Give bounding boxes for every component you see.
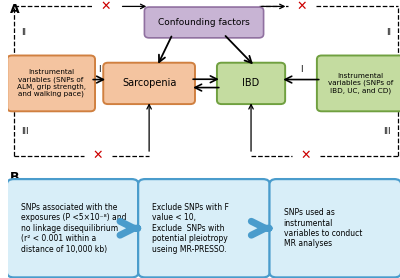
Text: I: I (300, 65, 302, 74)
Text: Sarcopenia: Sarcopenia (122, 78, 176, 88)
Text: A: A (10, 3, 20, 16)
Text: SNPs associated with the
exposures (P <5×10⁻⁸) and
no linkage disequilibrium
(r²: SNPs associated with the exposures (P <5… (21, 203, 126, 254)
FancyBboxPatch shape (7, 56, 95, 111)
Text: III: III (21, 127, 28, 136)
Text: ✕: ✕ (101, 0, 111, 13)
Text: Instrumental
variables (SNPs of
IBD, UC, and CD): Instrumental variables (SNPs of IBD, UC,… (328, 73, 394, 94)
FancyBboxPatch shape (138, 179, 270, 277)
Text: Instrumental
variables (SNPs of
ALM, grip strength,
and walking pace): Instrumental variables (SNPs of ALM, gri… (17, 70, 86, 97)
Text: IBD: IBD (242, 78, 260, 88)
FancyBboxPatch shape (7, 179, 138, 277)
Text: ✕: ✕ (297, 0, 307, 13)
Text: II: II (21, 28, 26, 37)
Text: III: III (384, 127, 391, 136)
FancyBboxPatch shape (144, 7, 264, 38)
Text: Confounding factors: Confounding factors (158, 18, 250, 27)
Text: SNPs used as
instrumental
variables to conduct
MR analyses: SNPs used as instrumental variables to c… (284, 208, 362, 248)
Text: ✕: ✕ (93, 149, 104, 162)
Text: B: B (10, 171, 20, 184)
FancyBboxPatch shape (217, 63, 285, 104)
Text: ✕: ✕ (301, 149, 311, 162)
FancyBboxPatch shape (103, 63, 195, 104)
Text: Exclude SNPs with F
value < 10,
Exclude  SNPs with
potential pleiotropy
useing M: Exclude SNPs with F value < 10, Exclude … (152, 203, 229, 254)
Text: II: II (386, 28, 391, 37)
FancyBboxPatch shape (270, 179, 400, 277)
FancyBboxPatch shape (317, 56, 400, 111)
Text: I: I (98, 65, 100, 74)
